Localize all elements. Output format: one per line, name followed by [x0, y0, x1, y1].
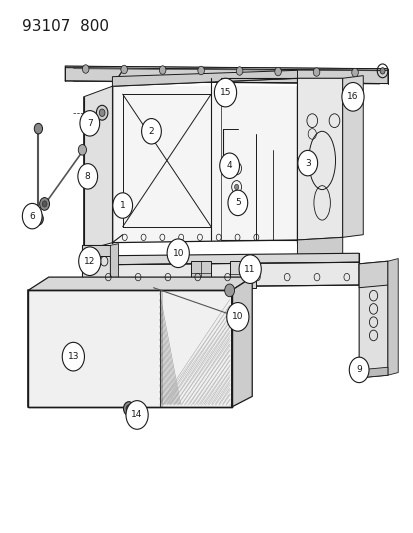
Circle shape: [228, 190, 247, 216]
Polygon shape: [358, 261, 387, 288]
Circle shape: [313, 68, 319, 76]
Text: 15: 15: [219, 88, 231, 97]
Circle shape: [121, 65, 127, 74]
Circle shape: [78, 144, 86, 155]
Circle shape: [219, 153, 239, 179]
Polygon shape: [110, 244, 118, 288]
Text: 7: 7: [87, 119, 93, 128]
Polygon shape: [112, 86, 297, 243]
Text: 2: 2: [148, 127, 154, 136]
Circle shape: [379, 68, 384, 74]
Text: 14: 14: [131, 410, 142, 419]
Circle shape: [126, 401, 148, 429]
Circle shape: [167, 239, 189, 268]
Text: 93107  800: 93107 800: [22, 19, 109, 35]
Polygon shape: [28, 277, 252, 290]
Text: 4: 4: [226, 161, 232, 170]
Circle shape: [123, 402, 134, 416]
Circle shape: [62, 342, 84, 371]
Circle shape: [96, 106, 108, 120]
Circle shape: [234, 166, 238, 171]
Polygon shape: [358, 367, 387, 378]
Circle shape: [141, 118, 161, 144]
Polygon shape: [90, 262, 358, 288]
Circle shape: [42, 201, 47, 207]
Circle shape: [238, 255, 261, 284]
Text: 8: 8: [85, 172, 90, 181]
Polygon shape: [387, 259, 397, 375]
Text: 12: 12: [84, 257, 95, 265]
Polygon shape: [358, 261, 387, 378]
Polygon shape: [28, 290, 231, 407]
Polygon shape: [342, 76, 362, 237]
Circle shape: [34, 123, 43, 134]
Polygon shape: [65, 68, 387, 84]
Circle shape: [351, 68, 358, 77]
Polygon shape: [81, 245, 116, 256]
Circle shape: [78, 164, 97, 189]
Circle shape: [274, 67, 281, 76]
Circle shape: [159, 66, 166, 74]
Polygon shape: [231, 277, 252, 407]
Circle shape: [341, 83, 363, 111]
Text: 5: 5: [235, 198, 240, 207]
Circle shape: [236, 67, 242, 75]
Circle shape: [113, 193, 132, 218]
Circle shape: [99, 109, 105, 116]
Text: 6: 6: [29, 212, 35, 221]
Circle shape: [224, 284, 234, 297]
Text: 9: 9: [356, 366, 361, 374]
Circle shape: [234, 184, 238, 190]
Polygon shape: [297, 78, 342, 240]
Text: 1: 1: [119, 201, 125, 210]
Circle shape: [214, 78, 236, 107]
Polygon shape: [90, 253, 358, 265]
Polygon shape: [229, 261, 256, 288]
Circle shape: [36, 216, 41, 222]
Circle shape: [78, 247, 101, 276]
Circle shape: [197, 66, 204, 75]
Circle shape: [349, 357, 368, 383]
Polygon shape: [297, 237, 342, 263]
Polygon shape: [83, 86, 112, 251]
Text: 13: 13: [67, 352, 79, 361]
Text: 11: 11: [244, 265, 255, 273]
Polygon shape: [65, 66, 387, 70]
Polygon shape: [112, 70, 297, 86]
Circle shape: [234, 203, 238, 208]
Text: 16: 16: [347, 92, 358, 101]
Circle shape: [22, 204, 42, 229]
Circle shape: [297, 150, 317, 176]
Circle shape: [126, 405, 131, 413]
Text: 10: 10: [172, 249, 183, 258]
Text: 10: 10: [232, 312, 243, 321]
Circle shape: [40, 198, 50, 211]
Text: 3: 3: [304, 159, 310, 167]
Circle shape: [80, 111, 100, 136]
Circle shape: [82, 64, 89, 73]
Circle shape: [33, 213, 43, 225]
Polygon shape: [81, 245, 110, 288]
Polygon shape: [190, 261, 211, 285]
Circle shape: [226, 303, 248, 331]
